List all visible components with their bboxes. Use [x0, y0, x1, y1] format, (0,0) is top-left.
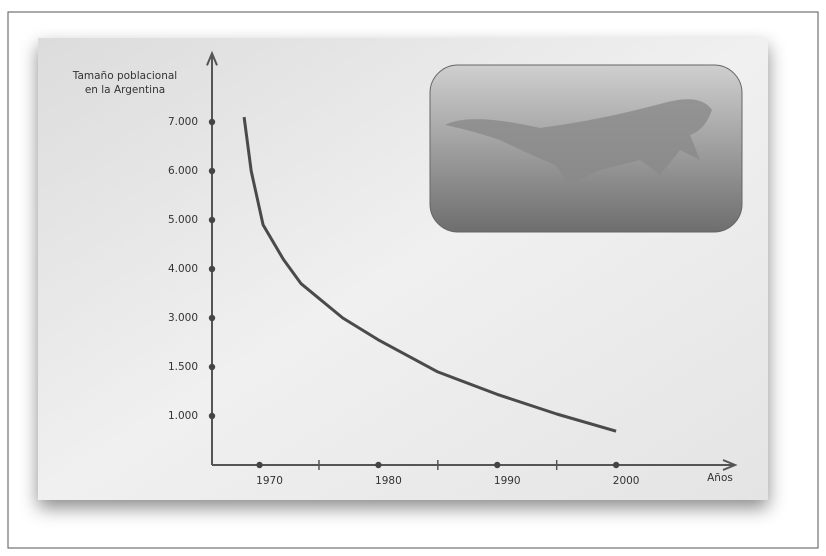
page: Tamaño poblacional en la Argentina Años …: [0, 0, 826, 556]
x-label: Años: [707, 472, 733, 484]
y-tick-label: 6.000: [168, 165, 198, 177]
x-tick: [375, 462, 381, 468]
y-tick-label: 1.500: [168, 361, 198, 373]
y-tick: [209, 364, 215, 370]
y-tick: [209, 119, 215, 125]
y-tick: [209, 168, 215, 174]
y-tick-label: 1.000: [168, 410, 198, 422]
chart: Tamaño poblacional en la Argentina Años …: [0, 0, 826, 556]
y-tick-label: 7.000: [168, 116, 198, 128]
y-tick-label: 5.000: [168, 214, 198, 226]
y-tick: [209, 266, 215, 272]
x-tick: [256, 462, 262, 468]
y-tick: [209, 413, 215, 419]
y-tick: [209, 315, 215, 321]
x-tick-label: 1980: [375, 475, 402, 487]
y-tick-label: 4.000: [168, 263, 198, 275]
y-tick-label: 3.000: [168, 312, 198, 324]
y-tick: [209, 217, 215, 223]
y-label: Tamaño poblacional: [72, 70, 177, 82]
x-tick-label: 1970: [256, 475, 283, 487]
x-tick-label: 2000: [613, 475, 640, 487]
x-tick-label: 1990: [494, 475, 521, 487]
x-tick: [613, 462, 619, 468]
y-label: en la Argentina: [85, 84, 165, 96]
x-tick: [494, 462, 500, 468]
